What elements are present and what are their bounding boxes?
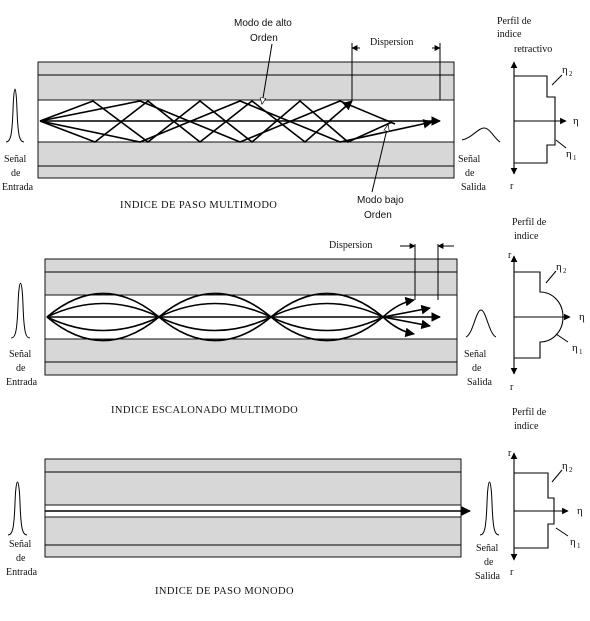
input-label-2: de xyxy=(11,168,21,179)
profile-r-label-top: r xyxy=(508,250,512,261)
profile-title-2: indice xyxy=(497,29,522,40)
fiber-step-multimode xyxy=(37,61,455,179)
input-label-2: de xyxy=(16,553,26,564)
profile-title-1: Perfil de xyxy=(512,217,547,228)
profile-title-2: indice xyxy=(514,231,539,242)
n2-sub: 2 xyxy=(569,70,573,78)
input-label-3: Entrada xyxy=(2,182,34,193)
output-label-1: Señal xyxy=(464,349,486,360)
output-label-3: Salida xyxy=(467,377,493,388)
profile-r-label-top: r xyxy=(508,448,512,459)
profile-eta-label: η xyxy=(579,311,585,323)
n1-sub: 1 xyxy=(579,348,583,356)
n2-pointer xyxy=(551,74,563,86)
index-profile-step: Perfil de indice retractivo r η η 2 η 1 xyxy=(497,16,579,192)
input-label-1: Señal xyxy=(4,154,26,165)
n1-sub: 1 xyxy=(573,154,577,162)
input-pulse xyxy=(7,481,28,536)
section-graded-multimode: Dispersion Señal de Entrada Señal de Sal… xyxy=(6,217,585,416)
n2-sub: 2 xyxy=(563,267,567,275)
profile-title-2: indice xyxy=(514,421,539,432)
n2-sub: 2 xyxy=(569,466,573,474)
n2-label: η xyxy=(562,460,568,472)
input-label-1: Señal xyxy=(9,539,31,550)
output-pulse xyxy=(465,309,497,338)
input-pulse xyxy=(5,88,25,143)
n1-pointer xyxy=(555,139,567,149)
dispersion-label-2: Dispersion xyxy=(329,240,372,251)
profile-r-label: r xyxy=(510,181,514,192)
output-label-3: Salida xyxy=(461,182,487,193)
n1-label: η xyxy=(572,342,578,354)
profile-eta-label: η xyxy=(577,505,583,517)
low-order-pointer xyxy=(371,125,388,193)
ray-paths xyxy=(46,292,441,342)
input-label-3: Entrada xyxy=(6,377,38,388)
input-label-1: Señal xyxy=(9,349,31,360)
n2-pointer xyxy=(551,469,563,483)
n1-label: η xyxy=(566,148,572,160)
output-label-2: de xyxy=(472,363,482,374)
output-pulse xyxy=(479,481,500,536)
n1-pointer xyxy=(555,333,569,343)
profile-r-label-bottom: r xyxy=(510,382,514,393)
low-order-label-2: Orden xyxy=(364,210,392,221)
profile-eta-label: η xyxy=(573,115,579,127)
high-order-label-2: Orden xyxy=(250,33,278,44)
n1-sub: 1 xyxy=(577,542,581,550)
fiber-single-mode xyxy=(44,458,462,558)
high-order-pointer xyxy=(262,43,273,104)
dispersion-label-1: Dispersion xyxy=(370,37,413,48)
high-order-label-1: Modo de alto xyxy=(234,18,292,29)
caption-single-mode: INDICE DE PASO MONODO xyxy=(155,586,294,597)
n1-label: η xyxy=(570,536,576,548)
output-pulse xyxy=(461,127,501,143)
section-single-mode: Señal de Entrada Señal de Salida INDICE … xyxy=(6,407,583,597)
output-label-1: Señal xyxy=(458,154,480,165)
caption-graded-multimode: INDICE ESCALONADO MULTIMODO xyxy=(111,405,298,416)
low-order-label-1: Modo bajo xyxy=(357,195,404,206)
index-profile-single: Perfil de indice r r η η 2 η 1 xyxy=(508,407,583,578)
input-label-3: Entrada xyxy=(6,567,38,578)
n2-label: η xyxy=(562,64,568,76)
n2-pointer xyxy=(545,270,557,284)
profile-title-1: Perfil de xyxy=(497,16,532,27)
output-label-2: de xyxy=(465,168,475,179)
profile-title-3: retractivo xyxy=(514,44,552,55)
output-label-3: Salida xyxy=(475,571,501,582)
output-label-2: de xyxy=(484,557,494,568)
input-pulse xyxy=(10,282,31,339)
caption-step-multimode: INDICE DE PASO MULTIMODO xyxy=(120,200,277,211)
output-label-1: Señal xyxy=(476,543,498,554)
section-step-multimode: Modo de alto Orden Dispersion Modo bajo … xyxy=(2,16,579,221)
profile-r-label-bottom: r xyxy=(510,567,514,578)
ray-paths xyxy=(39,99,441,144)
n1-pointer xyxy=(555,527,569,537)
index-profile-graded: Perfil de indice r r η η 2 η 1 xyxy=(508,217,585,393)
n2-label: η xyxy=(556,261,562,273)
profile-title-1: Perfil de xyxy=(512,407,547,418)
input-label-2: de xyxy=(16,363,26,374)
